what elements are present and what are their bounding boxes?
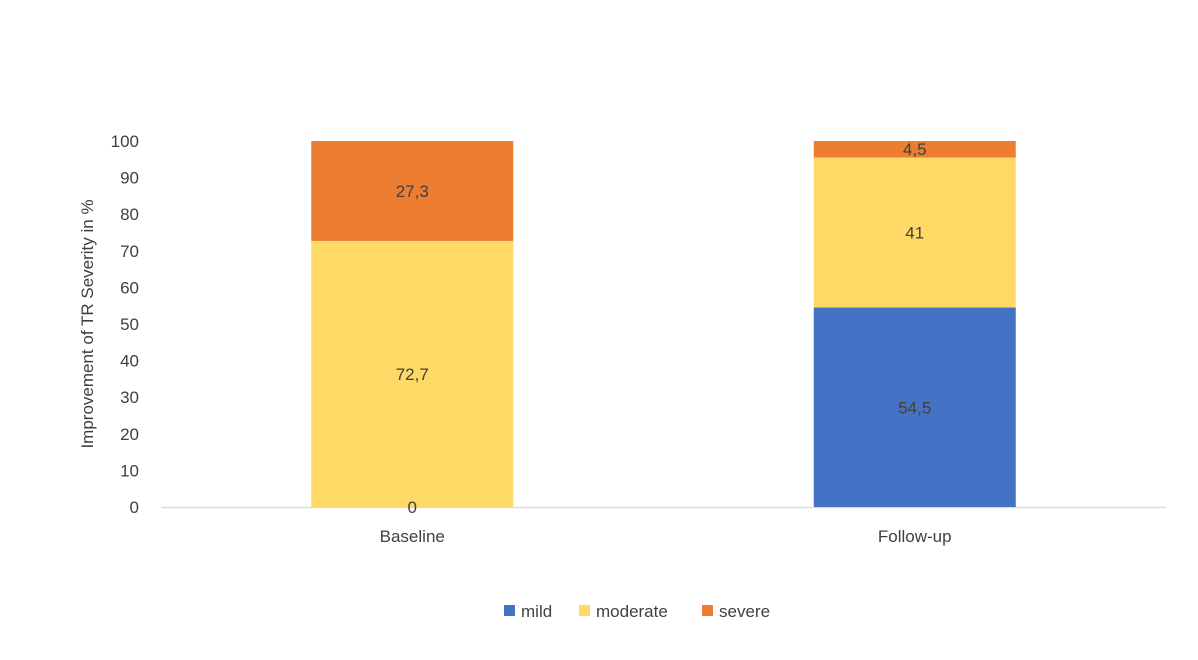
data-label-moderate-baseline: 72,7 (396, 365, 429, 384)
legend-swatch-severe (702, 605, 713, 616)
bar-moderate-baseline (311, 240, 514, 507)
y-tick-label: 70 (120, 242, 139, 261)
bars (311, 141, 1016, 507)
y-tick-label: 50 (120, 315, 139, 334)
bar-moderate-follow-up (813, 157, 1016, 308)
bar-severe-follow-up (813, 141, 1016, 158)
x-axis: Baseline Follow-up (161, 506, 1166, 546)
y-tick-label: 40 (120, 352, 139, 371)
x-tick-label: Follow-up (878, 527, 952, 546)
data-label-severe-follow-up: 4,5 (903, 140, 927, 159)
legend-swatch-moderate (579, 605, 590, 616)
y-axis-title: Improvement of TR Severity in % (78, 199, 97, 448)
y-tick-label: 30 (120, 388, 139, 407)
data-label-mild-baseline: 0 (408, 498, 417, 517)
data-labels: 0 72,7 27,3 54,5 41 4,5 (396, 140, 932, 517)
data-label-severe-baseline: 27,3 (396, 182, 429, 201)
legend-label-moderate: moderate (596, 602, 668, 621)
y-tick-label: 80 (120, 205, 139, 224)
y-tick-label: 0 (130, 498, 139, 517)
y-tick-label: 100 (111, 132, 139, 151)
data-label-mild-follow-up: 54,5 (898, 398, 931, 417)
y-tick-label: 10 (120, 461, 139, 480)
y-tick-label: 90 (120, 169, 139, 188)
y-axis: 0 10 20 30 40 50 60 70 80 90 100 (111, 132, 139, 517)
bar-severe-baseline (311, 141, 514, 241)
legend-swatch-mild (504, 605, 515, 616)
legend-label-severe: severe (719, 602, 770, 621)
bar-mild-follow-up (813, 307, 1016, 507)
data-label-moderate-follow-up: 41 (905, 224, 924, 243)
legend-label-mild: mild (521, 602, 552, 621)
y-tick-label: 60 (120, 278, 139, 297)
legend: mild moderate severe (504, 602, 770, 621)
x-tick-label: Baseline (380, 527, 445, 546)
y-tick-label: 20 (120, 425, 139, 444)
